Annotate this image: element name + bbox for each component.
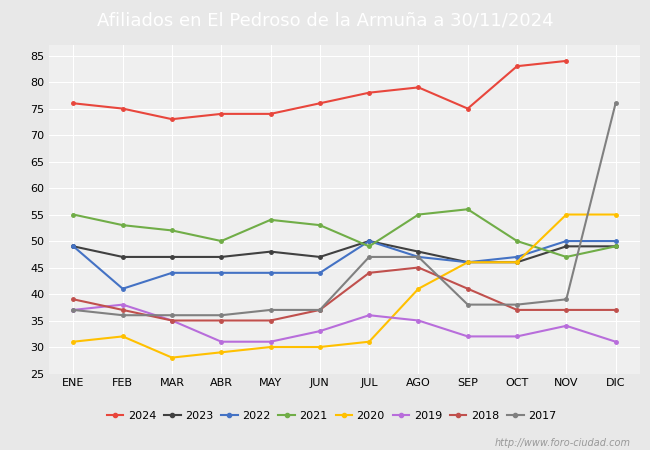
Legend: 2024, 2023, 2022, 2021, 2020, 2019, 2018, 2017: 2024, 2023, 2022, 2021, 2020, 2019, 2018… <box>102 407 561 426</box>
Text: http://www.foro-ciudad.com: http://www.foro-ciudad.com <box>495 438 630 448</box>
Text: Afiliados en El Pedroso de la Armuña a 30/11/2024: Afiliados en El Pedroso de la Armuña a 3… <box>97 11 553 29</box>
